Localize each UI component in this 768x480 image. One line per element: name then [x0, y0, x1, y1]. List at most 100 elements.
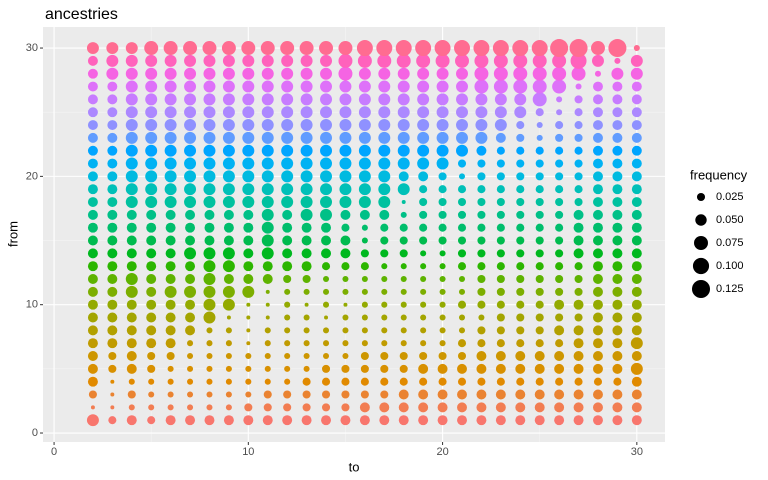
bubble	[320, 54, 333, 67]
bubble	[320, 106, 333, 119]
bubble	[457, 185, 467, 194]
bubble	[593, 145, 603, 156]
bubble	[341, 223, 350, 232]
bubble	[106, 67, 119, 80]
bubble	[320, 80, 333, 93]
bubble	[573, 248, 584, 259]
bubble	[303, 353, 310, 360]
bubble	[87, 184, 98, 195]
bubble	[475, 106, 488, 119]
bubble	[87, 338, 98, 349]
bubble	[417, 80, 430, 93]
bubble	[222, 54, 235, 67]
bubble	[283, 274, 292, 284]
bubble	[165, 338, 176, 349]
bubble	[283, 390, 292, 399]
bubble	[222, 298, 235, 311]
bubble	[339, 93, 352, 106]
bubble	[126, 325, 137, 336]
bubble	[593, 363, 603, 374]
bubble	[126, 209, 137, 220]
bubble	[590, 41, 605, 56]
bubble	[302, 377, 311, 386]
bubble	[125, 183, 138, 196]
bubble	[496, 287, 505, 296]
bubble	[184, 196, 197, 209]
bubble	[108, 351, 117, 361]
bubble	[574, 198, 583, 207]
bubble	[184, 54, 197, 67]
bubble	[535, 262, 544, 271]
bubble	[225, 340, 232, 347]
bubble	[359, 402, 370, 413]
bubble	[341, 364, 350, 373]
bubble	[165, 261, 176, 272]
bubble	[282, 235, 293, 246]
bubble	[187, 404, 194, 411]
bubble	[303, 327, 310, 334]
bubble	[438, 236, 447, 245]
bubble	[439, 301, 446, 308]
bubble	[418, 402, 429, 413]
bubble	[420, 288, 427, 295]
bubble	[552, 79, 567, 94]
bubble	[397, 106, 410, 119]
bubble	[206, 340, 213, 347]
bubble	[612, 363, 623, 374]
bubble	[399, 236, 408, 245]
bubble	[146, 299, 157, 310]
bubble	[515, 402, 526, 413]
bubble	[417, 119, 430, 132]
bubble	[107, 338, 118, 349]
bubble	[593, 81, 603, 92]
bubble	[361, 237, 368, 244]
bubble	[165, 274, 176, 284]
bubble	[222, 106, 235, 119]
bubble	[323, 276, 330, 283]
bubble	[87, 325, 98, 336]
bubble	[202, 41, 217, 56]
bubble	[516, 185, 525, 194]
bubble	[631, 402, 642, 413]
bubble	[612, 158, 623, 169]
bubble	[164, 183, 177, 196]
bubble	[438, 210, 447, 219]
bubble	[633, 45, 640, 52]
bubble	[261, 80, 274, 93]
bubble	[300, 106, 313, 119]
bubble	[125, 273, 138, 286]
bubble	[593, 248, 603, 259]
bubble	[261, 247, 274, 260]
bubble	[226, 315, 231, 320]
bubble	[320, 119, 333, 132]
bubble	[420, 340, 427, 347]
bubble	[303, 288, 310, 295]
bubble	[612, 145, 623, 156]
bubble	[264, 378, 271, 385]
bubble	[631, 222, 642, 233]
bubble	[223, 209, 234, 220]
bubble	[203, 106, 216, 119]
bubble	[165, 235, 176, 246]
bubble	[593, 312, 603, 323]
bubble	[400, 288, 407, 295]
bubble	[187, 378, 194, 385]
bubble	[166, 351, 175, 361]
bubble	[631, 415, 642, 426]
bubble	[396, 53, 411, 68]
bubble	[476, 402, 487, 413]
bubble	[107, 158, 118, 169]
bubble	[417, 93, 430, 106]
bubble	[261, 93, 274, 106]
bubble	[457, 363, 467, 374]
bubble	[379, 402, 390, 413]
bubble	[222, 93, 235, 106]
bubble	[457, 159, 467, 168]
bubble	[555, 159, 564, 168]
bubble	[206, 353, 213, 360]
bubble	[323, 353, 330, 360]
bubble	[554, 351, 565, 361]
bubble	[146, 312, 157, 323]
bubble	[573, 338, 584, 349]
bubble	[263, 403, 272, 412]
